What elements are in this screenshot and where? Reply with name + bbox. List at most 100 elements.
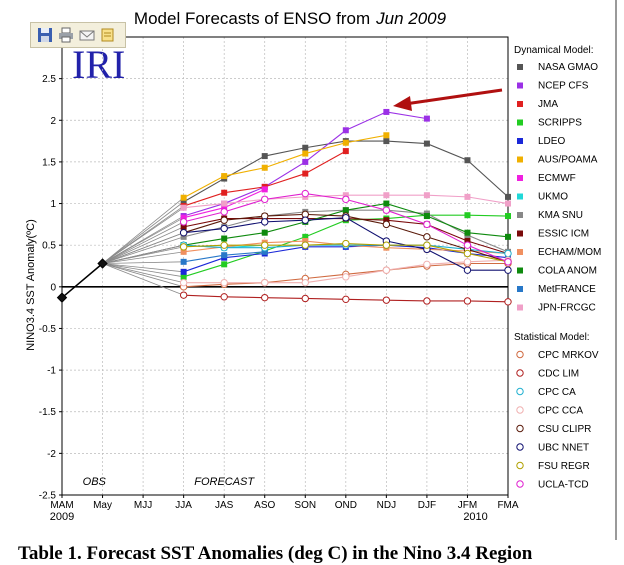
y-tick-label: -1.5 — [39, 407, 57, 418]
data-point — [302, 238, 309, 245]
data-point — [302, 170, 309, 177]
fan-line — [102, 197, 184, 264]
data-point — [301, 189, 309, 198]
data-point — [505, 193, 511, 200]
print-icon[interactable] — [58, 27, 74, 43]
x-tick-label: DJF — [418, 500, 436, 511]
legend-swatch — [516, 387, 524, 396]
data-point — [261, 186, 268, 193]
data-point — [221, 200, 228, 207]
y-tick-label: -2.5 — [39, 491, 57, 502]
y-tick-label: 2.5 — [42, 74, 56, 85]
data-point — [463, 266, 472, 274]
data-point — [382, 206, 391, 214]
data-point — [382, 220, 391, 229]
legend-label: AUS/POAMA — [538, 155, 598, 166]
data-point — [423, 220, 431, 229]
save-icon[interactable] — [37, 27, 53, 43]
data-point — [423, 233, 431, 241]
data-point — [464, 238, 471, 245]
data-point — [342, 273, 350, 281]
data-point — [382, 241, 391, 249]
data-point — [464, 229, 471, 236]
data-point — [180, 198, 187, 205]
data-point — [382, 266, 391, 274]
fan-line — [102, 263, 184, 273]
legend-label: SCRIPPS — [538, 118, 582, 129]
data-point — [220, 278, 228, 287]
data-point — [221, 261, 228, 268]
legend-label: LDEO — [538, 136, 565, 147]
forecast-annotation: FORECAST — [194, 476, 255, 488]
arrow-head — [393, 96, 412, 111]
fan-line — [102, 263, 184, 284]
y-tick-label: 1.5 — [42, 157, 56, 168]
legend-label: ECMWF — [538, 173, 576, 184]
data-point — [261, 195, 269, 204]
legend-label: NCEP CFS — [538, 81, 589, 92]
series-ecmwf — [180, 186, 268, 221]
y-tick-label: 0.5 — [42, 241, 56, 252]
legend-label: UCLA-TCD — [538, 480, 589, 491]
arrow-shaft — [404, 88, 503, 106]
data-point — [342, 295, 350, 304]
data-point — [383, 192, 390, 199]
data-point — [383, 200, 390, 207]
table-caption: Table 1. Forecast SST Anomalies (deg C) … — [18, 543, 533, 564]
legend-swatch — [517, 230, 523, 237]
data-point — [302, 150, 309, 157]
observed-point — [97, 258, 108, 269]
data-point — [505, 213, 511, 220]
data-point — [302, 144, 309, 151]
legend-swatch — [517, 267, 523, 274]
y-tick-label: 1 — [50, 199, 56, 210]
fan-line — [102, 236, 184, 264]
chart-title-date: Jun 2009 — [375, 9, 446, 28]
data-point — [504, 249, 512, 258]
legend-label: NASA GMAO — [538, 62, 598, 73]
legend-label: UBC NNET — [538, 443, 589, 454]
data-point — [463, 297, 472, 305]
data-point — [301, 216, 309, 224]
data-point — [221, 204, 228, 211]
y-axis-label: NINO3.4 SST Anomaly(ºC) — [25, 219, 37, 351]
fan-line — [102, 217, 184, 264]
data-point — [383, 108, 390, 115]
year-label: 2009 — [50, 511, 74, 523]
legend-swatch — [517, 212, 523, 218]
data-point — [220, 208, 228, 216]
legend-swatch — [517, 64, 523, 70]
legend-swatch — [517, 193, 523, 200]
data-point — [301, 294, 309, 303]
data-point — [383, 217, 390, 224]
legend-swatch — [517, 82, 523, 89]
observed-point — [56, 292, 68, 303]
series-line — [183, 134, 387, 199]
legend-swatch — [516, 369, 524, 377]
data-point — [179, 218, 188, 226]
legend-label: CPC CA — [538, 387, 576, 398]
fan-line — [102, 246, 184, 264]
y-tick-label: 2 — [50, 116, 56, 127]
fan-line — [102, 201, 184, 264]
data-point — [383, 138, 390, 145]
edit-icon[interactable] — [100, 27, 116, 43]
legend-title-statistical: Statistical Model: — [514, 332, 590, 343]
data-point — [179, 228, 188, 237]
y-tick-label: -1 — [47, 366, 56, 377]
legend-swatch — [517, 156, 523, 163]
legend-swatch — [517, 304, 523, 311]
data-point — [463, 258, 472, 266]
x-tick-label: SON — [294, 500, 316, 511]
legend-swatch — [516, 480, 524, 488]
data-point — [464, 157, 471, 164]
pdf-toolbar — [30, 22, 126, 48]
data-point — [220, 293, 228, 301]
y-tick-label: -0.5 — [39, 324, 57, 335]
email-icon[interactable] — [79, 27, 95, 43]
legend-label: ESSIC ICM — [538, 229, 589, 240]
data-point — [464, 212, 471, 219]
legend-label: CSU CLIPR — [538, 424, 591, 435]
x-tick-label: May — [93, 500, 112, 511]
